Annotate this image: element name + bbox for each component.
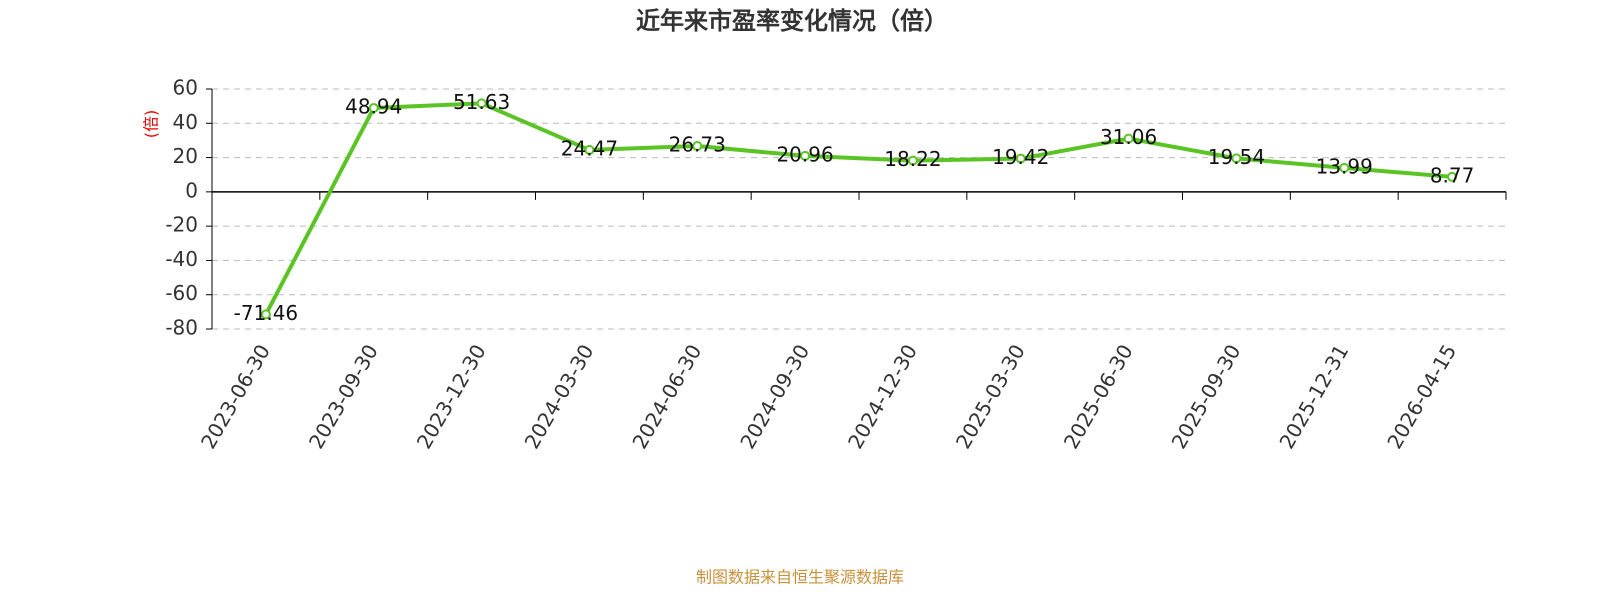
y-tick-label: -80 bbox=[165, 316, 198, 340]
point bbox=[368, 102, 379, 113]
line bbox=[264, 101, 1453, 316]
chart-title: 近年来市盈率变化情况（倍） bbox=[636, 7, 948, 35]
y-tick-label: 20 bbox=[173, 144, 198, 168]
value-label: 24.47 bbox=[561, 136, 618, 160]
y-tick-label: 60 bbox=[173, 76, 198, 100]
x-tick-label: 2024-12-30 bbox=[843, 340, 922, 453]
x-tick-label: 2024-09-30 bbox=[735, 340, 814, 453]
x-tick-label: 2023-09-30 bbox=[304, 340, 383, 453]
point bbox=[1447, 171, 1458, 182]
x-tick-label: 2024-06-30 bbox=[627, 340, 706, 453]
x-tick-label: 2026-04-15 bbox=[1382, 340, 1461, 453]
y-tick-label: 40 bbox=[173, 110, 198, 134]
point bbox=[1339, 162, 1350, 173]
value-label: 51.63 bbox=[453, 90, 510, 114]
x-tick-label: 2023-12-30 bbox=[412, 340, 491, 453]
y-axis-label: (倍) bbox=[142, 110, 161, 139]
value-label: 26.73 bbox=[669, 133, 726, 157]
point bbox=[907, 155, 918, 166]
value-label: 13.99 bbox=[1316, 154, 1373, 178]
x-tick-label: 2025-12-31 bbox=[1274, 340, 1353, 453]
y-tick-label: 0 bbox=[185, 178, 198, 202]
y-tick-label: -20 bbox=[165, 213, 198, 237]
point bbox=[1123, 133, 1134, 144]
x-tick-label: 2024-03-30 bbox=[520, 340, 599, 453]
point bbox=[692, 141, 703, 152]
x-tick-label: 2025-03-30 bbox=[951, 340, 1030, 453]
point bbox=[1015, 153, 1026, 164]
source-note: 制图数据来自恒生聚源数据库 bbox=[696, 568, 904, 587]
point bbox=[260, 309, 271, 320]
point bbox=[1231, 153, 1242, 164]
value-label: 31.06 bbox=[1100, 125, 1157, 149]
value-label: 18.22 bbox=[884, 147, 941, 171]
x-tick-label: 2023-06-30 bbox=[196, 340, 275, 453]
value-label: 19.42 bbox=[992, 145, 1049, 169]
y-tick-label: -40 bbox=[165, 247, 198, 271]
value-label: 48.94 bbox=[345, 94, 402, 118]
value-label: 8.77 bbox=[1430, 163, 1475, 187]
x-tick-label: 2025-09-30 bbox=[1167, 340, 1246, 453]
value-label: 19.54 bbox=[1208, 145, 1265, 169]
value-label: 20.96 bbox=[776, 142, 833, 166]
point bbox=[584, 144, 595, 155]
value-label: -71.46 bbox=[234, 301, 298, 325]
point bbox=[476, 98, 487, 109]
point bbox=[800, 150, 811, 161]
x-tick-label: 2025-06-30 bbox=[1059, 340, 1138, 453]
y-tick-label: -60 bbox=[165, 281, 198, 305]
